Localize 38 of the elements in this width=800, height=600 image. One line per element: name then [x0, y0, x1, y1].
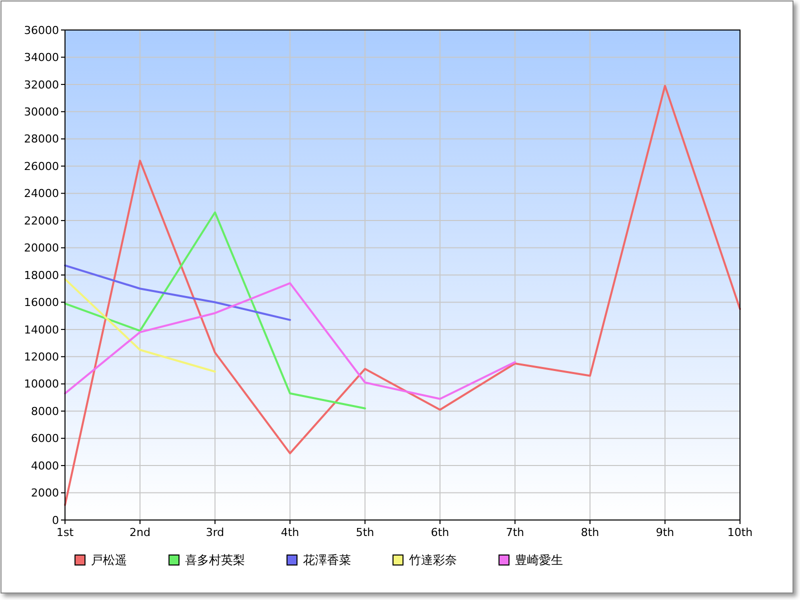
y-tick-label: 10000 [24, 378, 59, 391]
y-tick-label: 22000 [24, 214, 59, 228]
x-tick-label: 9th [656, 526, 674, 539]
y-tick-label: 34000 [24, 51, 59, 64]
line-series [64, 211, 366, 410]
legend-label: 竹達彩奈 [409, 553, 457, 568]
x-tick-label: 8th [580, 526, 600, 539]
y-tick-label: 24000 [24, 187, 59, 200]
legend-label: 花澤香菜 [303, 553, 351, 568]
x-tick-label: 7th [506, 526, 524, 539]
y-tick-label: 18000 [24, 268, 59, 282]
y-tick-label: 8000 [31, 404, 59, 418]
y-tick-label: 12000 [24, 350, 59, 364]
y-tick-label: 14000 [24, 323, 59, 336]
line-series [64, 282, 516, 400]
line-series [64, 84, 741, 506]
x-tick-label: 5th [356, 526, 374, 539]
x-tick-label: 4th [280, 526, 300, 539]
x-tick-label: 1st [56, 526, 74, 539]
line-series [64, 264, 291, 321]
y-tick-label: 32000 [24, 78, 59, 92]
x-tick-label: 6th [430, 526, 450, 539]
x-tick-label: 2nd [130, 526, 150, 539]
y-tick-label: 28000 [24, 132, 59, 146]
y-tick-label: 16000 [24, 296, 59, 310]
legend-label: 豊崎愛生 [515, 553, 563, 568]
x-tick-label: 10th [727, 526, 753, 539]
y-tick-label: 30000 [24, 106, 59, 119]
x-tick-label: 3rd [206, 526, 224, 539]
y-tick-label: 6000 [31, 432, 59, 446]
y-tick-label: 20000 [24, 242, 59, 255]
legend-label: 喜多村英梨 [185, 553, 245, 568]
legend-label: 戸松遥 [91, 553, 127, 568]
y-tick-label: 36000 [24, 24, 59, 37]
y-tick-label: 4000 [31, 459, 59, 472]
y-tick-label: 2000 [31, 486, 59, 500]
y-tick-label: 0 [52, 514, 59, 527]
y-tick-label: 26000 [24, 160, 59, 173]
